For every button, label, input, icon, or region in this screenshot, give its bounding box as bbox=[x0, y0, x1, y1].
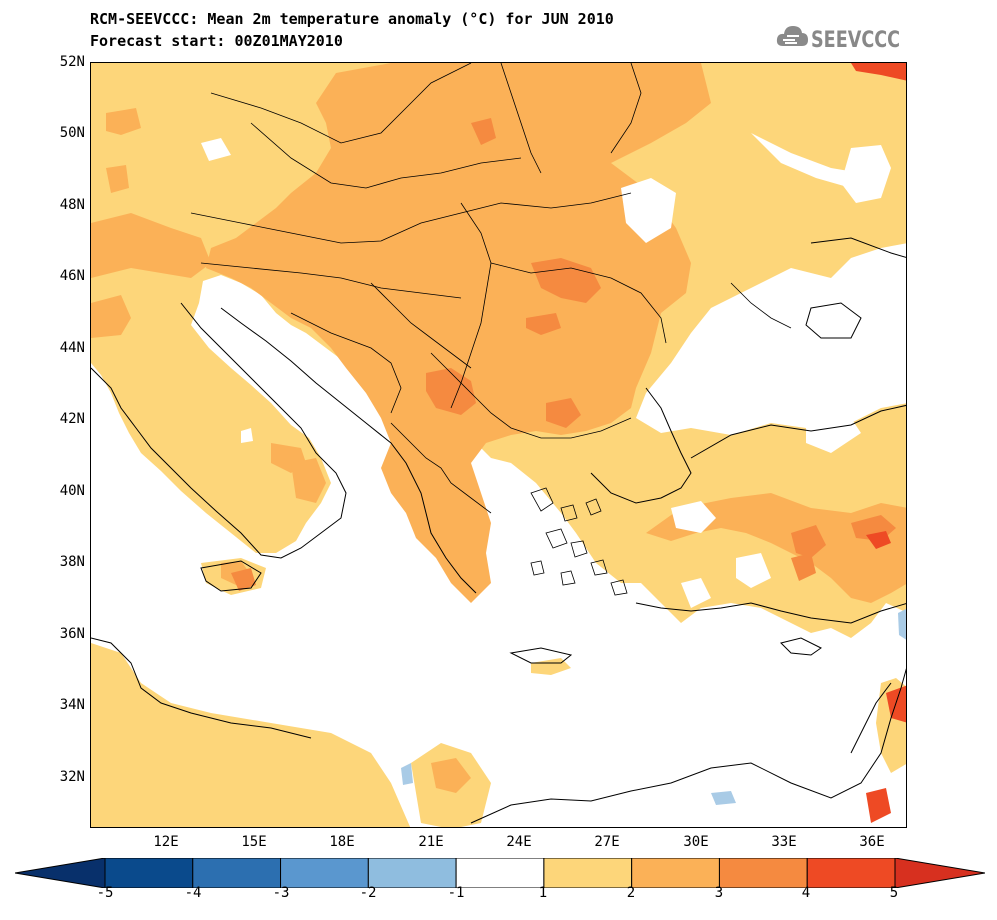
lon-label-24e: 24E bbox=[506, 834, 532, 850]
lat-label-50n: 50N bbox=[59, 125, 85, 141]
lon-label-18e: 18E bbox=[329, 834, 355, 850]
colorbar-box bbox=[806, 858, 896, 888]
lon-label-21e: 21E bbox=[418, 834, 444, 850]
lon-label-36e: 36E bbox=[859, 834, 885, 850]
colorbar-label-minus2: -2 bbox=[359, 885, 377, 901]
lon-label-33e: 33E bbox=[771, 834, 797, 850]
lat-label-52n: 52N bbox=[59, 54, 85, 70]
coastlines bbox=[91, 237, 906, 824]
colorbar-box bbox=[455, 858, 545, 888]
lat-label-42n: 42N bbox=[59, 411, 85, 427]
logo-text: SEEVCCC bbox=[811, 28, 901, 53]
colorbar-box bbox=[718, 858, 808, 888]
colorbar-under-triangle bbox=[15, 858, 106, 888]
anomaly-minus1-2 bbox=[401, 609, 906, 805]
colorbar-label-1: 1 bbox=[538, 885, 548, 901]
colorbar-label-minus3: -3 bbox=[272, 885, 290, 901]
colorbar-box bbox=[192, 858, 282, 888]
lat-label-44n: 44N bbox=[59, 340, 85, 356]
forecast-start-label: Forecast start: 00Z01MAY2010 bbox=[90, 32, 343, 50]
anomaly-plus3-4 bbox=[231, 118, 896, 591]
colorbar-label-minus4: -4 bbox=[184, 885, 202, 901]
colorbar-box bbox=[367, 858, 457, 888]
lat-label-40n: 40N bbox=[59, 483, 85, 499]
colorbar-over-triangle bbox=[894, 858, 985, 888]
seevccc-logo: SEEVCCC bbox=[775, 22, 915, 56]
colorbar-label-3: 3 bbox=[714, 885, 724, 901]
lon-label-27e: 27E bbox=[594, 834, 620, 850]
lon-label-30e: 30E bbox=[683, 834, 709, 850]
colorbar-label-2: 2 bbox=[626, 885, 636, 901]
map-area bbox=[90, 62, 907, 828]
aegean-islands bbox=[530, 487, 628, 596]
colorbar-box bbox=[631, 858, 720, 888]
lon-label-12e: 12E bbox=[153, 834, 179, 850]
colorbar-label-4: 4 bbox=[801, 885, 811, 901]
colorbar-box bbox=[543, 858, 633, 888]
colorbar-label-5: 5 bbox=[889, 885, 899, 901]
colorbar-box bbox=[104, 858, 194, 888]
country-borders bbox=[190, 63, 792, 514]
lat-label-48n: 48N bbox=[59, 197, 85, 213]
lat-label-38n: 38N bbox=[59, 554, 85, 570]
lat-label-34n: 34N bbox=[59, 697, 85, 713]
colorbar-label-minus5: -5 bbox=[96, 885, 114, 901]
lat-label-32n: 32N bbox=[59, 769, 85, 785]
colorbar-boxes bbox=[104, 858, 896, 888]
anomaly-map bbox=[91, 63, 906, 827]
colorbar-box bbox=[280, 858, 369, 888]
colorbar-label-minus1: -1 bbox=[447, 885, 465, 901]
lat-label-36n: 36N bbox=[59, 626, 85, 642]
colorbar bbox=[15, 858, 985, 888]
anomaly-plus4-5 bbox=[851, 63, 906, 823]
lat-label-46n: 46N bbox=[59, 268, 85, 284]
cloud-icon bbox=[776, 26, 808, 46]
lon-label-15e: 15E bbox=[241, 834, 267, 850]
map-title: RCM-SEEVCCC: Mean 2m temperature anomaly… bbox=[90, 10, 614, 28]
